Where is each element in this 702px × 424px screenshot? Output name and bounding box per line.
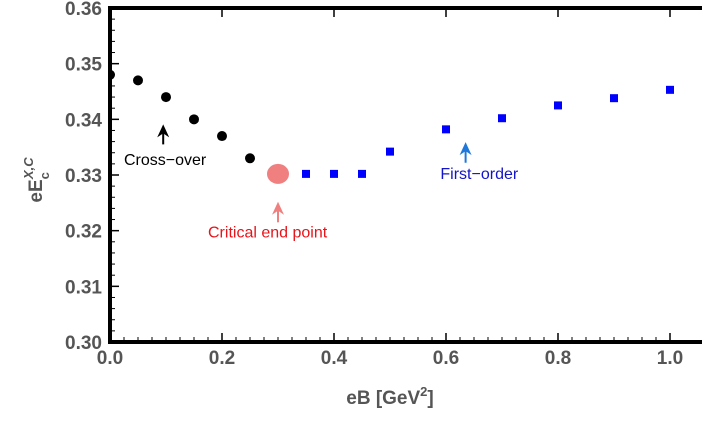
annotation-arrow-head-icon (272, 201, 284, 215)
annotation-label: First−order (440, 166, 518, 183)
annotation-arrow-head-icon (459, 142, 472, 156)
y-tick-label: 0.35 (65, 55, 102, 76)
data-point-square (330, 169, 338, 178)
x-tick-label: 1.0 (657, 348, 683, 369)
critical-point-marker (267, 163, 289, 184)
y-tick-label: 0.30 (65, 333, 102, 354)
x-axis-label: eB [GeV2] (346, 384, 433, 409)
data-point-square (666, 85, 674, 94)
data-point-circle (133, 75, 143, 86)
data-point-square (386, 147, 394, 156)
x-tick-label: 0.8 (545, 348, 571, 369)
data-point-circle (161, 92, 171, 103)
axes: 0.0 0.2 0.4 0.6 0.8 1.0 0.30 0.31 0.32 0.33 0.34 0.… (21, 0, 702, 409)
x-tick-label: 0.6 (433, 348, 459, 369)
y-tick-label: 0.31 (65, 277, 102, 298)
y-tick-label: 0.32 (65, 222, 102, 243)
y-tick-label: 0.34 (65, 110, 102, 131)
data-point-square (610, 94, 618, 103)
data-point-square (358, 169, 366, 178)
data-marks (110, 69, 674, 184)
y-tick-label: 0.33 (65, 166, 102, 187)
annotation-label: Critical end point (208, 224, 328, 241)
y-axis-label: eEcX,C (21, 157, 52, 203)
data-point-square (442, 125, 450, 134)
y-tick-label: 0.36 (65, 0, 102, 20)
data-point-square (498, 114, 506, 123)
x-tick-label: 0.2 (209, 348, 235, 369)
annotation-arrow-head-icon (157, 124, 170, 138)
x-tick-label: 0.4 (321, 348, 348, 369)
data-point-square (302, 169, 310, 178)
data-point-circle (189, 114, 199, 125)
x-tick-label: 0.0 (97, 348, 123, 369)
annotation-label: Cross−over (124, 152, 207, 169)
data-point-circle (245, 153, 255, 164)
annotations: Cross−over Critical end point First−order (124, 124, 519, 241)
data-point-circle (217, 131, 227, 142)
data-point-square (554, 101, 562, 110)
plot-frame (108, 6, 702, 344)
